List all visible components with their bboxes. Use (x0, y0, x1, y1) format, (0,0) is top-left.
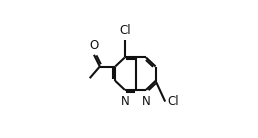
Text: Cl: Cl (167, 95, 179, 108)
Text: N: N (120, 95, 129, 108)
Text: Cl: Cl (119, 24, 131, 37)
Text: O: O (89, 39, 99, 52)
Text: N: N (142, 95, 150, 108)
